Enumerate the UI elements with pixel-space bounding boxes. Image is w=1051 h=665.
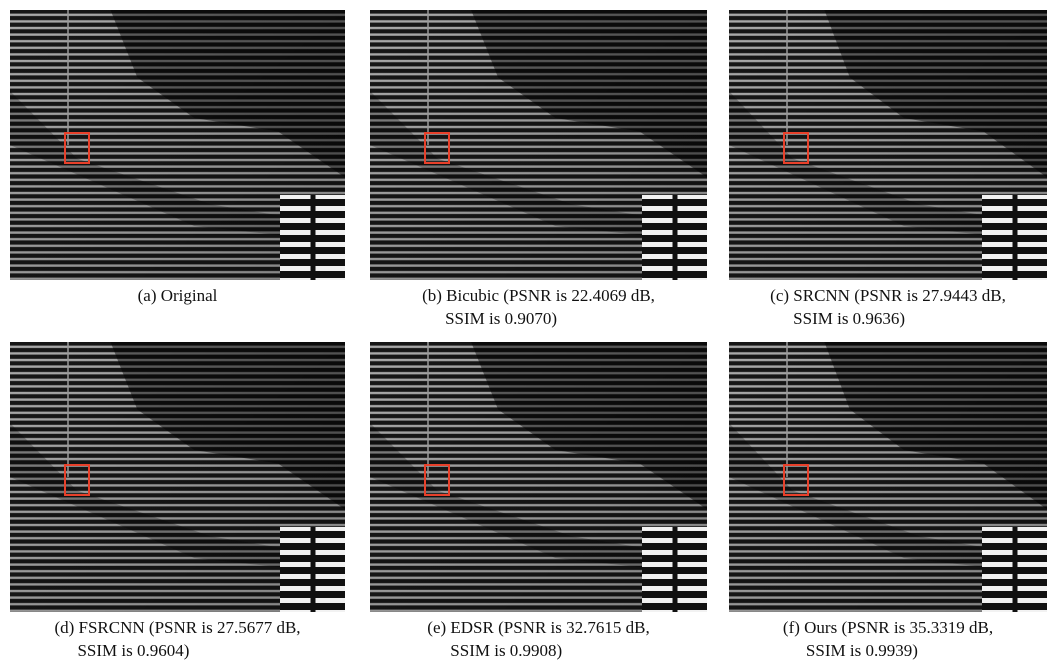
highlight-box <box>424 132 450 164</box>
highlight-box <box>783 464 809 496</box>
caption-line: SSIM is 0.9636) <box>793 309 905 328</box>
dark-region <box>824 342 1047 510</box>
panel-image <box>729 10 1047 280</box>
caption-line: (d) FSRCNN (PSNR is 27.5677 dB, <box>54 618 300 637</box>
panel-image <box>370 10 707 280</box>
dark-region <box>110 342 345 510</box>
highlight-box <box>64 132 90 164</box>
panel-image <box>370 342 707 612</box>
caption-line: (e) EDSR (PSNR is 32.7615 dB, <box>427 618 649 637</box>
caption-line: (b) Bicubic (PSNR is 22.4069 dB, <box>422 286 655 305</box>
caption-line: (a) Original <box>138 286 218 305</box>
caption-line: SSIM is 0.9604) <box>77 641 189 660</box>
panel-image <box>10 10 345 280</box>
dark-region <box>110 10 345 178</box>
caption-line: (f) Ours (PSNR is 35.3319 dB, <box>783 618 993 637</box>
caption-line: (c) SRCNN (PSNR is 27.9443 dB, <box>770 286 1006 305</box>
caption-line: SSIM is 0.9070) <box>445 309 557 328</box>
dark-region <box>471 342 707 510</box>
highlight-box <box>424 464 450 496</box>
highlight-box <box>783 132 809 164</box>
dark-region <box>471 10 707 178</box>
dark-region <box>824 10 1047 178</box>
panel-image <box>10 342 345 612</box>
panel-image <box>729 342 1047 612</box>
caption-line: SSIM is 0.9939) <box>806 641 918 660</box>
caption-line: SSIM is 0.9908) <box>450 641 562 660</box>
highlight-box <box>64 464 90 496</box>
